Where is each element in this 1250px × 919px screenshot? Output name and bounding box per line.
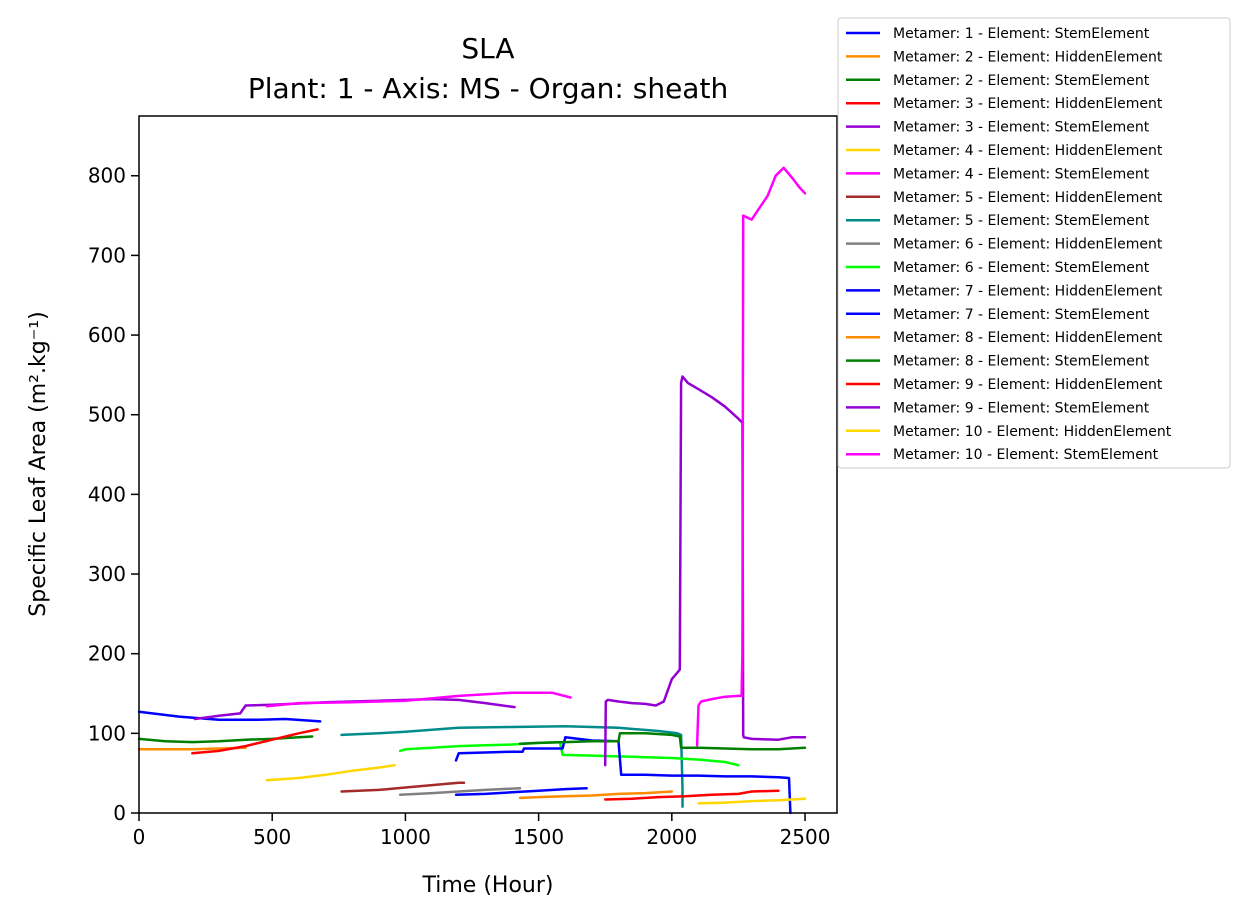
x-tick-label: 2500	[780, 825, 831, 849]
y-tick-label: 0	[113, 801, 126, 825]
series-line-14	[518, 790, 674, 800]
y-tick-label: 100	[88, 721, 126, 745]
series-line-16	[603, 789, 780, 801]
plot-frame	[138, 115, 838, 814]
legend-entry: Metamer: 8 - Element: HiddenElement	[846, 330, 1163, 346]
legend-label: Metamer: 4 - Element: HiddenElement	[893, 143, 1163, 159]
y-tick-label: 200	[88, 642, 126, 666]
legend-entry: Metamer: 9 - Element: StemElement	[846, 400, 1150, 416]
series-line-15	[518, 732, 807, 751]
legend-entry: Metamer: 7 - Element: HiddenElement	[846, 283, 1163, 299]
legend-entry: Metamer: 3 - Element: StemElement	[846, 120, 1150, 136]
legend-label: Metamer: 2 - Element: StemElement	[893, 73, 1150, 89]
y-tick-label: 500	[88, 403, 126, 427]
series-line-12	[454, 787, 588, 796]
legend-label: Metamer: 3 - Element: HiddenElement	[893, 96, 1163, 112]
legend-frame	[837, 17, 1231, 469]
series-line-19	[695, 166, 807, 747]
chart-title-text: SLA	[461, 32, 514, 65]
series-line-1	[137, 710, 322, 723]
legend-entry: Metamer: 4 - Element: StemElement	[846, 166, 1150, 182]
x-axis: 0 500 1000 1500 2000 2500	[133, 813, 831, 849]
x-tick-label: 1000	[380, 825, 431, 849]
chart-subtitle-text: Plant: 1 - Axis: MS - Organ: sheath	[248, 72, 728, 105]
series-line-3	[137, 735, 314, 744]
series-line-17	[603, 375, 807, 767]
chart-title: SLA Plant: 1 - Axis: MS - Organ: sheath	[248, 32, 728, 105]
y-tick-label: 400	[88, 482, 126, 506]
legend-entry: Metamer: 2 - Element: StemElement	[846, 73, 1150, 89]
y-axis-label: Specific Leaf Area (m².kg⁻¹)	[26, 311, 51, 616]
legend-entry: Metamer: 10 - Element: StemElement	[846, 447, 1159, 463]
x-tick-label: 500	[253, 825, 291, 849]
x-tick-label: 2000	[646, 825, 697, 849]
legend-entry: Metamer: 5 - Element: HiddenElement	[846, 190, 1163, 206]
series-line-18	[697, 797, 807, 805]
legend-label: Metamer: 1 - Element: StemElement	[893, 26, 1150, 42]
legend-entry: Metamer: 5 - Element: StemElement	[846, 213, 1150, 229]
legend-entry: Metamer: 2 - Element: HiddenElement	[846, 49, 1163, 65]
x-tick-label: 1500	[513, 825, 564, 849]
y-tick-label: 300	[88, 562, 126, 586]
series-line-8	[340, 781, 466, 793]
legend-label: Metamer: 3 - Element: StemElement	[893, 120, 1150, 136]
legend-entry: Metamer: 4 - Element: HiddenElement	[846, 143, 1163, 159]
series-line-11	[398, 740, 740, 767]
x-tick-label: 0	[133, 825, 146, 849]
legend: Metamer: 1 - Element: StemElement Metamer…	[837, 17, 1231, 469]
legend-entry: Metamer: 6 - Element: HiddenElement	[846, 237, 1163, 253]
y-axis: 0 100 200 300 400 500 600 700 800	[88, 164, 139, 825]
legend-label: Metamer: 8 - Element: StemElement	[893, 354, 1150, 370]
legend-entry: Metamer: 1 - Element: StemElement	[846, 26, 1150, 42]
legend-label: Metamer: 5 - Element: StemElement	[893, 213, 1150, 229]
legend-entry: Metamer: 10 - Element: HiddenElement	[846, 424, 1172, 440]
x-axis-label: Time (Hour)	[422, 873, 554, 898]
legend-label: Metamer: 10 - Element: StemElement	[893, 447, 1159, 463]
legend-label: Metamer: 7 - Element: HiddenElement	[893, 283, 1163, 299]
legend-entry: Metamer: 6 - Element: StemElement	[846, 260, 1150, 276]
legend-label: Metamer: 5 - Element: HiddenElement	[893, 190, 1163, 206]
legend-label: Metamer: 9 - Element: StemElement	[893, 400, 1150, 416]
legend-entry: Metamer: 7 - Element: StemElement	[846, 307, 1150, 323]
y-tick-label: 600	[88, 323, 126, 347]
legend-entry: Metamer: 3 - Element: HiddenElement	[846, 96, 1163, 112]
legend-label: Metamer: 10 - Element: HiddenElement	[893, 424, 1172, 440]
y-tick-label: 700	[88, 243, 126, 267]
series-line-10	[398, 787, 522, 796]
y-tick-label: 800	[88, 164, 126, 188]
legend-entry: Metamer: 8 - Element: StemElement	[846, 354, 1150, 370]
series-line-6	[265, 763, 397, 782]
series-layer	[137, 166, 807, 815]
series-line-7	[265, 691, 572, 708]
legend-label: Metamer: 6 - Element: StemElement	[893, 260, 1150, 276]
legend-label: Metamer: 4 - Element: StemElement	[893, 166, 1150, 182]
legend-label: Metamer: 6 - Element: HiddenElement	[893, 237, 1163, 253]
legend-label: Metamer: 2 - Element: HiddenElement	[893, 49, 1163, 65]
series-line-4	[191, 728, 319, 755]
legend-label: Metamer: 7 - Element: StemElement	[893, 307, 1150, 323]
legend-label: Metamer: 8 - Element: HiddenElement	[893, 330, 1163, 346]
legend-entry: Metamer: 9 - Element: HiddenElement	[846, 377, 1163, 393]
legend-label: Metamer: 9 - Element: HiddenElement	[893, 377, 1163, 393]
